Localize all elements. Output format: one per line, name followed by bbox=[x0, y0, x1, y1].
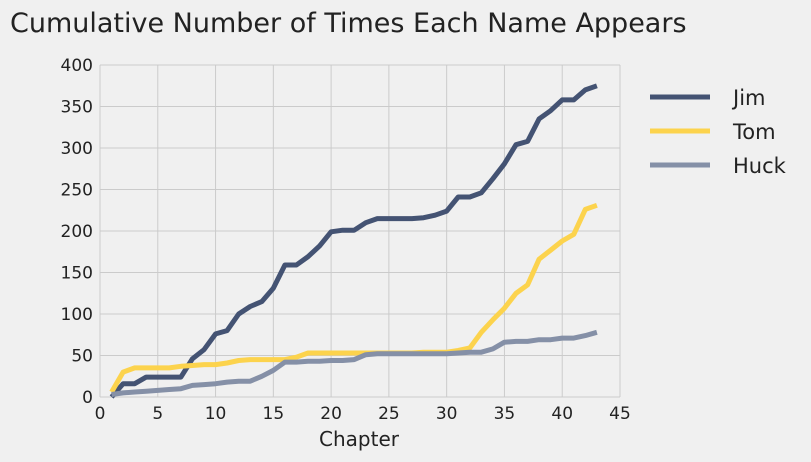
y-tick-label: 250 bbox=[61, 181, 93, 201]
y-tick-label: 100 bbox=[61, 305, 93, 325]
y-tick-label: 150 bbox=[61, 264, 93, 284]
x-tick-label: 5 bbox=[152, 404, 163, 424]
x-tick-label: 0 bbox=[95, 404, 106, 424]
y-tick-label: 50 bbox=[71, 347, 93, 367]
x-tick-label: 35 bbox=[494, 404, 516, 424]
y-tick-label: 200 bbox=[61, 222, 93, 242]
x-tick-label: 40 bbox=[551, 404, 573, 424]
x-axis-label: Chapter bbox=[319, 427, 400, 451]
x-tick-label: 45 bbox=[609, 404, 631, 424]
y-tick-label: 400 bbox=[61, 56, 93, 76]
series-line-jim bbox=[109, 83, 598, 399]
y-tick-label: 0 bbox=[82, 388, 93, 408]
legend-label-tom: Tom bbox=[732, 120, 776, 144]
y-tick-label: 300 bbox=[61, 139, 93, 159]
series-line-tom bbox=[109, 202, 598, 394]
legend-label-huck: Huck bbox=[733, 154, 787, 178]
x-tick-label: 15 bbox=[263, 404, 285, 424]
y-tick-label: 350 bbox=[61, 98, 93, 118]
chart-title: Cumulative Number of Times Each Name App… bbox=[10, 8, 687, 39]
series-line-huck bbox=[111, 329, 598, 397]
y-tick-labels: 0 50 100 150 200 250 300 350 400 bbox=[61, 56, 93, 408]
x-tick-label: 30 bbox=[436, 404, 458, 424]
series-lines bbox=[109, 83, 598, 399]
x-tick-label: 10 bbox=[205, 404, 227, 424]
legend: Jim Tom Huck bbox=[650, 86, 787, 178]
x-tick-label: 20 bbox=[320, 404, 342, 424]
x-tick-label: 25 bbox=[378, 404, 400, 424]
legend-label-jim: Jim bbox=[731, 86, 765, 110]
x-tick-labels: 0 5 10 15 20 25 30 35 40 45 bbox=[95, 404, 631, 424]
